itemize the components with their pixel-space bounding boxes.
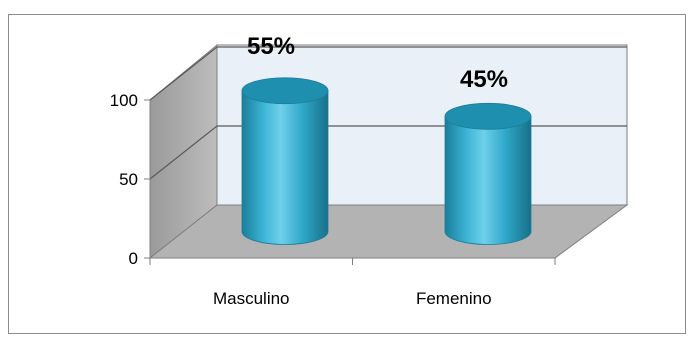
bar-top xyxy=(241,77,329,105)
y-tick-label: 50 xyxy=(119,170,138,189)
bar-body xyxy=(444,115,532,245)
data-label: 45% xyxy=(460,66,508,93)
gridline xyxy=(149,46,627,101)
floor xyxy=(148,204,629,259)
bar xyxy=(444,102,532,245)
bar-body xyxy=(241,90,329,245)
bar-top xyxy=(444,102,532,130)
y-axis: 0 50 100 xyxy=(110,91,151,268)
y-tick-label: 0 xyxy=(129,249,138,268)
y-tick-label: 100 xyxy=(110,91,138,110)
x-category-label: Femenino xyxy=(416,289,492,308)
bars xyxy=(241,77,532,245)
bar xyxy=(241,77,329,245)
x-axis: Masculino Femenino xyxy=(149,257,556,308)
x-category-label: Masculino xyxy=(213,289,290,308)
data-labels: 55% 45% xyxy=(247,33,508,93)
data-label: 55% xyxy=(247,33,295,60)
